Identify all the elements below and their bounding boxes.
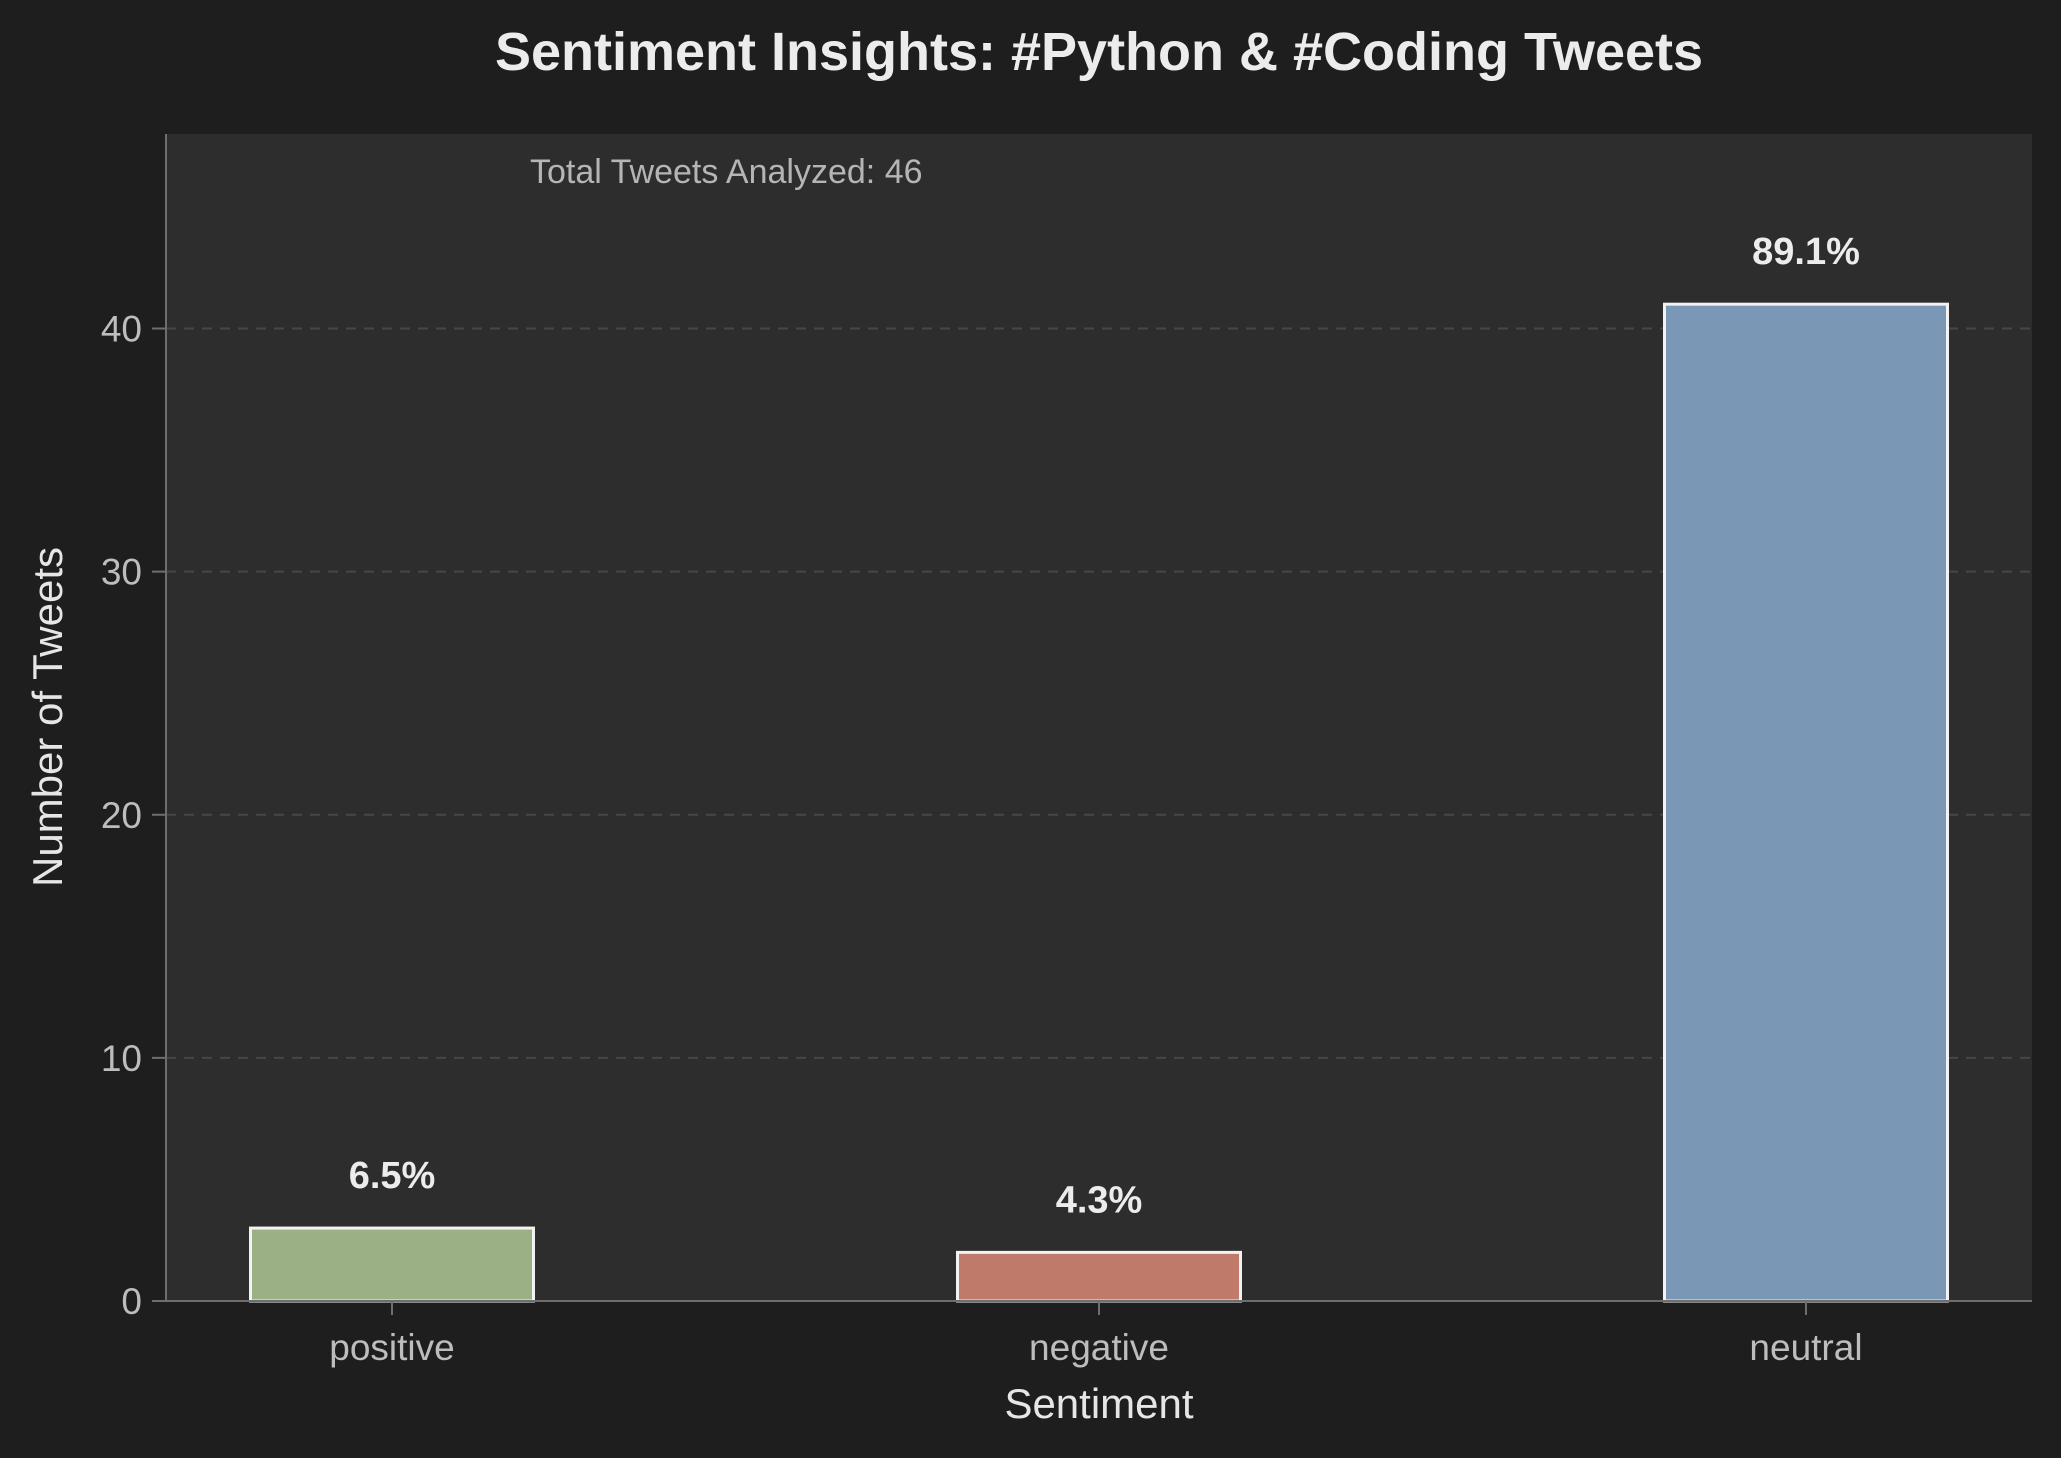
y-tick-label: 10 xyxy=(101,1038,142,1079)
bar-neutral xyxy=(1663,302,1949,1303)
x-tick-label: positive xyxy=(329,1327,454,1368)
y-tick-label: 30 xyxy=(101,552,142,593)
x-tick-label: neutral xyxy=(1749,1327,1862,1368)
bar-negative xyxy=(956,1250,1242,1303)
y-tick-label: 0 xyxy=(121,1281,142,1322)
y-tick-label: 40 xyxy=(101,309,142,350)
bar-label-negative: 4.3% xyxy=(1056,1179,1143,1221)
bar-label-neutral: 89.1% xyxy=(1752,231,1860,273)
bars xyxy=(249,302,1949,1303)
y-ticks: 0 10 20 30 40 xyxy=(101,309,166,1322)
x-tick-label: negative xyxy=(1029,1327,1169,1368)
bar-label-positive: 6.5% xyxy=(349,1155,436,1197)
y-tick-label: 20 xyxy=(101,795,142,836)
total-tweets-annotation: Total Tweets Analyzed: 46 xyxy=(530,153,923,191)
x-axis-label: Sentiment xyxy=(1004,1380,1193,1427)
bar-positive xyxy=(249,1226,535,1303)
y-axis-label: Number of Tweets xyxy=(24,547,71,887)
x-ticks: positive negative neutral xyxy=(329,1301,1863,1368)
bar-value-labels: 6.5% 4.3% 89.1% xyxy=(349,231,1860,1221)
chart-title: Sentiment Insights: #Python & #Coding Tw… xyxy=(495,22,1703,82)
